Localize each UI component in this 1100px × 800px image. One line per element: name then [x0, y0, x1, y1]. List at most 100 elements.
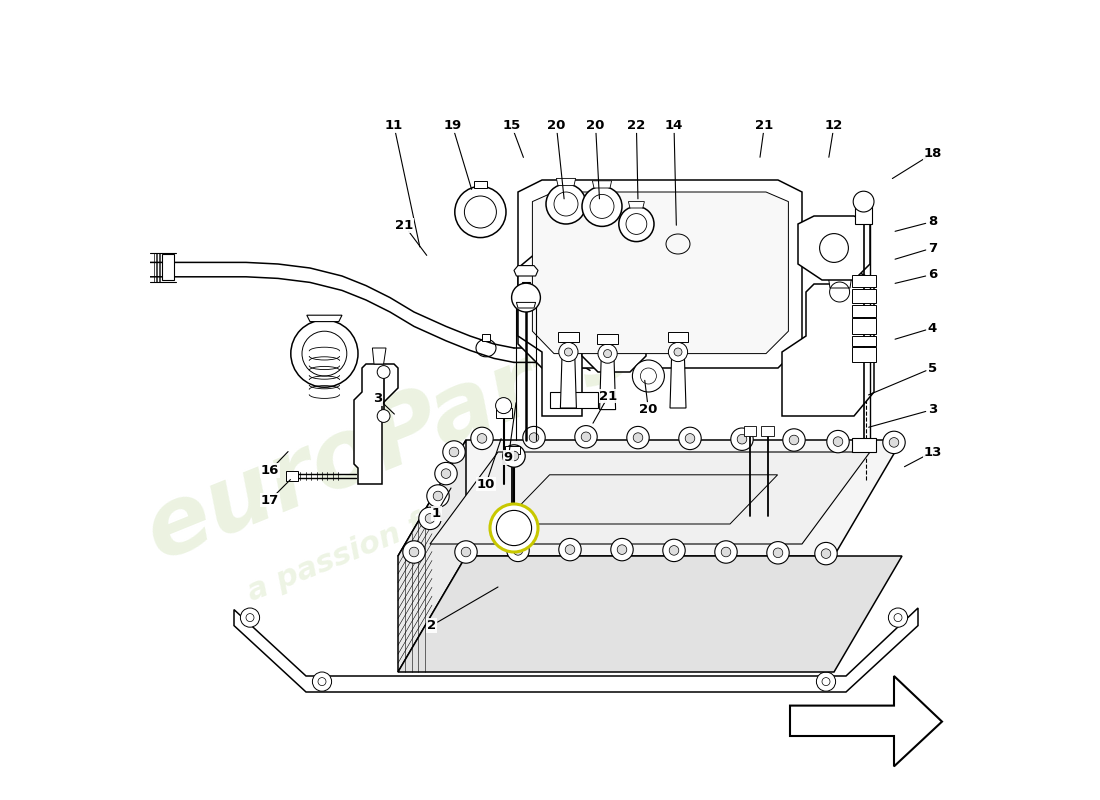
Circle shape [564, 348, 572, 356]
Circle shape [632, 360, 664, 392]
Circle shape [441, 469, 451, 478]
Polygon shape [670, 356, 686, 408]
Polygon shape [761, 426, 774, 436]
Circle shape [610, 538, 634, 561]
Polygon shape [373, 348, 386, 364]
Circle shape [522, 426, 546, 449]
Circle shape [546, 184, 586, 224]
Text: 16: 16 [261, 464, 279, 477]
Text: 4: 4 [927, 322, 937, 334]
Circle shape [454, 186, 506, 238]
Circle shape [312, 672, 331, 691]
Circle shape [290, 320, 358, 387]
Polygon shape [162, 254, 174, 280]
Circle shape [403, 541, 426, 563]
Circle shape [246, 614, 254, 622]
Circle shape [833, 437, 843, 446]
Circle shape [419, 507, 441, 530]
Polygon shape [518, 248, 614, 416]
Polygon shape [522, 282, 530, 306]
Polygon shape [532, 192, 789, 354]
Circle shape [509, 451, 519, 461]
Polygon shape [234, 608, 918, 692]
Circle shape [565, 545, 575, 554]
Circle shape [737, 434, 747, 444]
Circle shape [559, 538, 581, 561]
Polygon shape [516, 302, 536, 308]
Polygon shape [582, 304, 646, 372]
Circle shape [827, 430, 849, 453]
Circle shape [590, 194, 614, 218]
Polygon shape [668, 332, 689, 342]
Polygon shape [474, 181, 487, 188]
Text: 1: 1 [432, 507, 441, 520]
Text: 6: 6 [927, 268, 937, 281]
Polygon shape [628, 202, 645, 208]
Circle shape [604, 350, 612, 358]
Text: 12: 12 [825, 119, 843, 132]
Polygon shape [851, 305, 876, 317]
Circle shape [461, 547, 471, 557]
Circle shape [554, 192, 578, 216]
Text: 2: 2 [427, 619, 437, 632]
Polygon shape [827, 272, 853, 288]
Circle shape [883, 431, 905, 454]
Circle shape [820, 234, 848, 262]
Circle shape [377, 410, 390, 422]
Polygon shape [514, 266, 538, 276]
Text: euroParts: euroParts [133, 300, 647, 580]
Circle shape [822, 549, 830, 558]
Circle shape [789, 435, 799, 445]
Circle shape [377, 366, 390, 378]
Circle shape [433, 491, 443, 501]
Circle shape [318, 678, 326, 686]
Circle shape [496, 398, 512, 414]
Text: 3: 3 [927, 403, 937, 416]
Text: 19: 19 [443, 119, 462, 132]
Polygon shape [597, 334, 618, 344]
Circle shape [529, 433, 539, 442]
Circle shape [773, 548, 783, 558]
Circle shape [434, 462, 458, 485]
Circle shape [464, 196, 496, 228]
Text: 15: 15 [503, 119, 520, 132]
Circle shape [559, 342, 578, 362]
Circle shape [783, 429, 805, 451]
Polygon shape [398, 556, 902, 672]
Polygon shape [851, 336, 876, 346]
Circle shape [669, 546, 679, 555]
Circle shape [640, 368, 657, 384]
Circle shape [674, 348, 682, 356]
Circle shape [854, 191, 874, 212]
Polygon shape [790, 676, 942, 766]
Text: 21: 21 [756, 119, 773, 132]
Circle shape [894, 614, 902, 622]
Text: 20: 20 [639, 403, 658, 416]
Polygon shape [502, 475, 778, 524]
Circle shape [471, 427, 493, 450]
Circle shape [816, 672, 836, 691]
Text: 10: 10 [476, 478, 495, 490]
Text: 17: 17 [261, 494, 279, 506]
Circle shape [241, 608, 260, 627]
Circle shape [634, 433, 642, 442]
Circle shape [427, 485, 449, 507]
Circle shape [619, 206, 654, 242]
Circle shape [598, 344, 617, 363]
Circle shape [477, 434, 487, 443]
Circle shape [512, 283, 540, 312]
Circle shape [302, 331, 346, 376]
Circle shape [490, 504, 538, 552]
Text: 8: 8 [927, 215, 937, 228]
Circle shape [582, 186, 621, 226]
Circle shape [426, 514, 434, 523]
Circle shape [454, 541, 477, 563]
Polygon shape [851, 289, 876, 303]
Polygon shape [354, 364, 398, 484]
Circle shape [685, 434, 695, 443]
Circle shape [503, 445, 525, 467]
Polygon shape [518, 180, 802, 368]
Polygon shape [558, 332, 579, 342]
Text: 21: 21 [600, 390, 617, 402]
Circle shape [496, 510, 531, 546]
